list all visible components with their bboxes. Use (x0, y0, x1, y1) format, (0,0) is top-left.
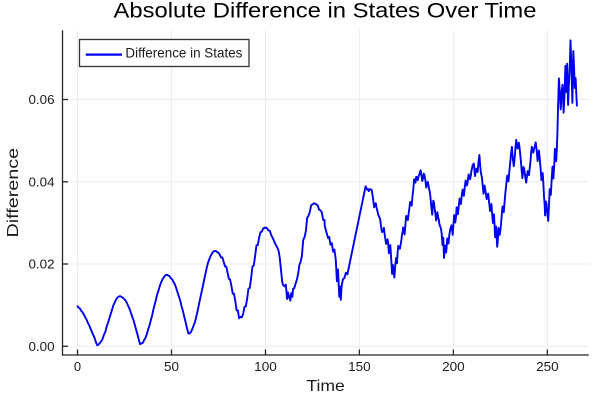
svg-text:250: 250 (536, 359, 559, 374)
svg-text:Difference in States: Difference in States (125, 44, 242, 60)
svg-text:0.04: 0.04 (29, 174, 55, 189)
svg-text:Time: Time (306, 378, 345, 395)
svg-text:0.00: 0.00 (29, 339, 55, 354)
svg-text:Difference: Difference (5, 148, 22, 238)
svg-text:200: 200 (442, 359, 465, 374)
svg-text:Absolute Difference in States: Absolute Difference in States Over Time (114, 0, 537, 23)
svg-text:100: 100 (254, 359, 277, 374)
svg-text:0: 0 (74, 359, 81, 374)
svg-text:150: 150 (348, 359, 371, 374)
svg-text:0.06: 0.06 (29, 92, 55, 107)
svg-text:50: 50 (164, 359, 179, 374)
svg-text:0.02: 0.02 (29, 257, 55, 272)
